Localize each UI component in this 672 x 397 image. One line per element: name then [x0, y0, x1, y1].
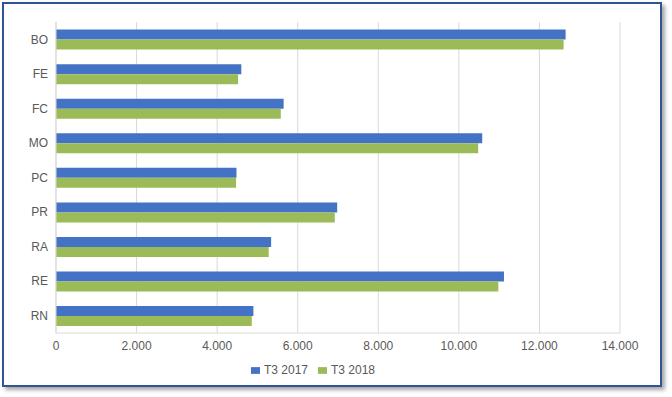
svg-text:PC: PC: [31, 171, 48, 185]
svg-text:BO: BO: [31, 33, 48, 47]
svg-text:FC: FC: [32, 102, 48, 116]
svg-text:0: 0: [53, 339, 60, 353]
html-text:T3 2018: T3 2018: [331, 363, 375, 377]
svg-text:10.000: 10.000: [441, 339, 478, 353]
svg-text:RA: RA: [31, 240, 48, 254]
svg-text:6.000: 6.000: [283, 339, 313, 353]
svg-text:14.000: 14.000: [602, 339, 639, 353]
svg-text:RE: RE: [31, 274, 48, 288]
html-text:T3 2017: T3 2017: [264, 363, 308, 377]
svg-text:MO: MO: [29, 136, 48, 150]
svg-text:4.000: 4.000: [202, 339, 232, 353]
svg-text:PR: PR: [31, 205, 48, 219]
svg-text:2.000: 2.000: [122, 339, 152, 353]
svg-text:FE: FE: [33, 67, 48, 81]
svg-text:8.000: 8.000: [363, 339, 393, 353]
svg-text:RN: RN: [31, 309, 48, 323]
svg-text:12.000: 12.000: [521, 339, 558, 353]
